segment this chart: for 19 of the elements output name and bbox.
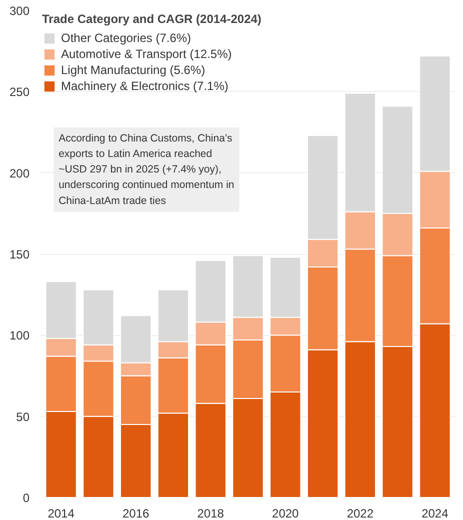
x-tick-label: 2018: [197, 506, 224, 520]
y-tick-label: 100: [9, 328, 30, 343]
x-tick-label: 2020: [272, 506, 300, 520]
y-tick-label: 150: [9, 248, 30, 262]
y-tick-label: 50: [16, 410, 30, 424]
x-tick-label: 2022: [346, 506, 374, 520]
x-tick-label: 2014: [48, 506, 75, 520]
legend-label: Machinery & Electronics (7.1%): [61, 79, 228, 93]
annotation: According to China Customs, China’s exports to Latin America reached ~USD 297 bn in 2025 (+7.4% yoy), underscoring continued momentum in China-LatAm trade ties: [58, 132, 234, 207]
legend-label: Automotive & Transport (12.5%): [61, 47, 232, 61]
y-tick-label: 200: [9, 166, 30, 180]
legend-title: Trade Category and CAGR (2014-2024): [42, 12, 262, 26]
y-tick-label: 250: [9, 85, 30, 100]
x-tick-label: 2024: [422, 506, 449, 520]
y-tick-label: 0: [22, 491, 30, 505]
y-tick-label: 300: [9, 4, 30, 18]
x-tick-label: 2016: [122, 506, 150, 520]
legend-label: Light Manufacturing (5.6%): [61, 63, 206, 77]
legend-label: Other Categories (7.6%): [61, 31, 192, 45]
